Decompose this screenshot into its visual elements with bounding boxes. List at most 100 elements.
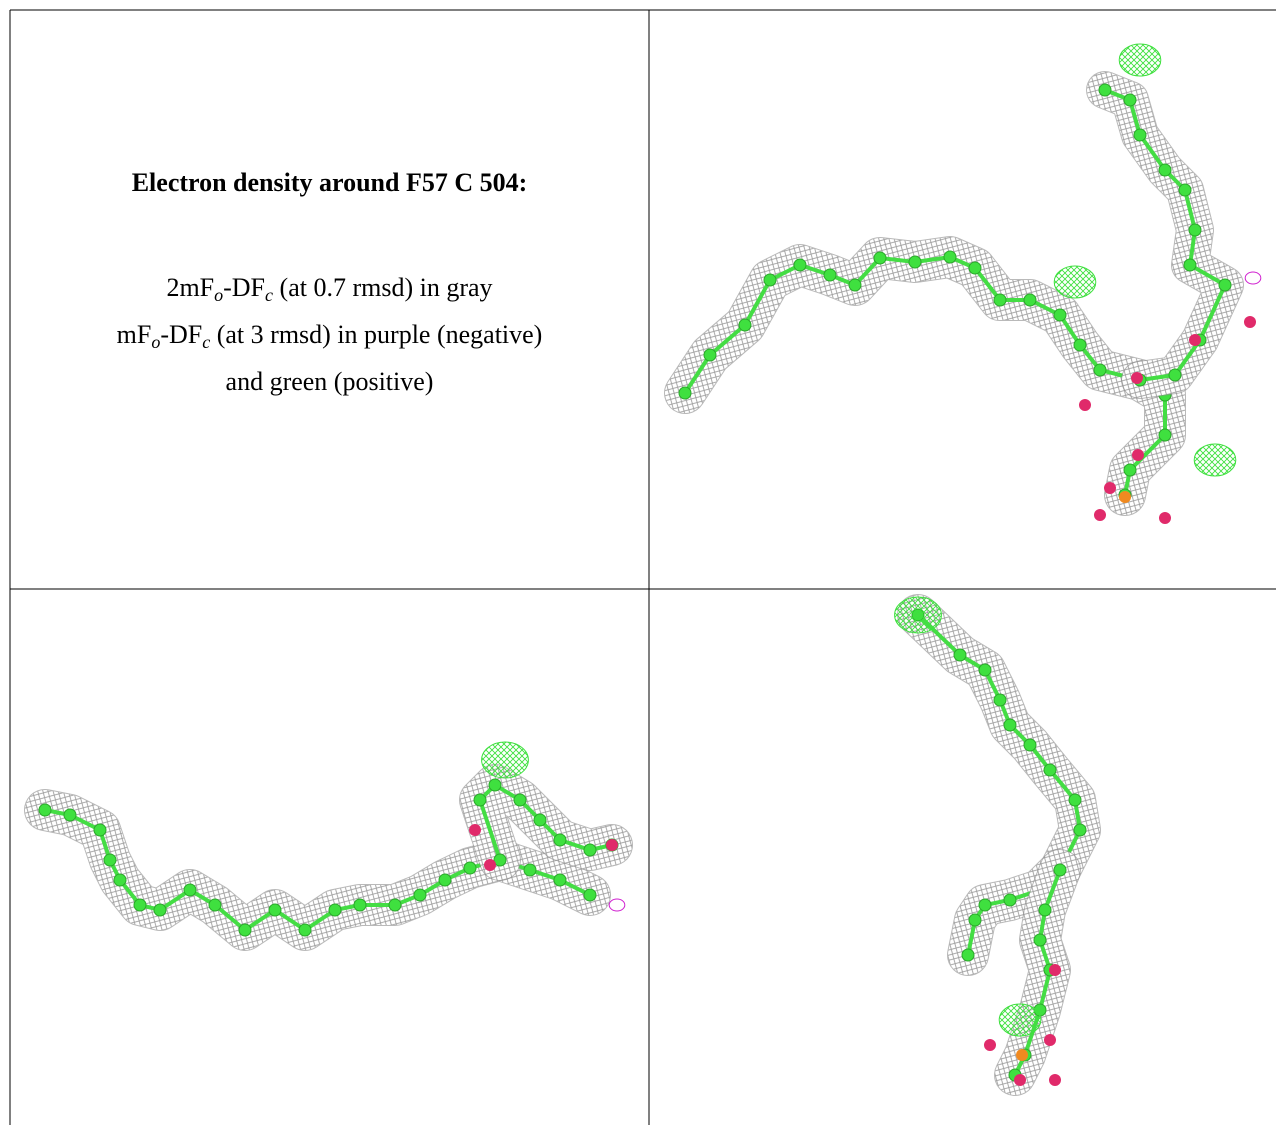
atom (968, 261, 982, 275)
density-mesh (1087, 72, 1243, 398)
atom (943, 250, 957, 264)
caption-text: -DF (223, 273, 266, 302)
atom (1158, 163, 1172, 177)
atom (1073, 338, 1087, 352)
atom (463, 861, 477, 875)
caption-text: -DF (160, 320, 203, 349)
diff-density (1118, 43, 1162, 77)
atom (953, 648, 967, 662)
diff-density (481, 741, 529, 779)
diff-density (998, 1003, 1042, 1037)
atom (1049, 964, 1061, 976)
atom (1178, 183, 1192, 197)
atom (1016, 1049, 1028, 1061)
atom (993, 293, 1007, 307)
caption-text: and green (positive) (225, 367, 434, 396)
atom (1131, 372, 1143, 384)
atom (738, 318, 752, 332)
atom (1053, 308, 1067, 322)
atom (978, 898, 992, 912)
caption-line: mFo-DFc (at 3 rmsd) in purple (negative) (10, 315, 649, 362)
caption-cell: Electron density around F57 C 504: 2mFo-… (10, 10, 649, 589)
atom (1188, 223, 1202, 237)
atom (1218, 278, 1232, 292)
atom (848, 278, 862, 292)
atom (823, 268, 837, 282)
atom (583, 888, 597, 902)
atom (493, 853, 507, 867)
atom (1094, 509, 1106, 521)
atom (208, 898, 222, 912)
atom (473, 793, 487, 807)
atom (1168, 368, 1182, 382)
atom (1003, 718, 1017, 732)
atom (553, 833, 567, 847)
atom (113, 873, 127, 887)
atom (793, 258, 807, 272)
atom (183, 883, 197, 897)
atom (488, 778, 502, 792)
atom (678, 386, 692, 400)
atom (1098, 83, 1112, 97)
atom (583, 843, 597, 857)
atom (873, 251, 887, 265)
atom (238, 923, 252, 937)
atom (153, 903, 167, 917)
atom (1132, 449, 1144, 461)
atom (438, 873, 452, 887)
atom (1189, 334, 1201, 346)
atom (1123, 93, 1137, 107)
atom (1123, 463, 1137, 477)
diff-density (1053, 265, 1097, 299)
caption-text: (at 3 rmsd) in purple (negative) (210, 320, 543, 349)
atom (1038, 903, 1052, 917)
atom (1183, 258, 1197, 272)
caption-text: 2mF (166, 273, 215, 302)
atom (1093, 363, 1107, 377)
diff-density (1193, 443, 1237, 477)
atom (63, 808, 77, 822)
caption-text: mF (116, 320, 152, 349)
atom (606, 839, 618, 851)
diff-density (608, 898, 626, 912)
atom (298, 923, 312, 937)
atom (1053, 863, 1067, 877)
atom (1119, 491, 1131, 503)
caption-text: c (265, 285, 274, 305)
atom (978, 663, 992, 677)
atom (469, 824, 481, 836)
atom (353, 898, 367, 912)
atom (1023, 738, 1037, 752)
caption-line: and green (positive) (10, 362, 649, 401)
atom (1158, 428, 1172, 442)
atom (703, 348, 717, 362)
atom (413, 888, 427, 902)
atom (1033, 933, 1047, 947)
atom (388, 898, 402, 912)
diff-density (894, 596, 942, 634)
atom (513, 793, 527, 807)
atom (1043, 763, 1057, 777)
atom (1049, 1074, 1061, 1086)
atom (1133, 128, 1147, 142)
diff-density (1244, 271, 1262, 285)
caption-text: c (202, 332, 211, 352)
table-borders (9, 9, 1276, 1125)
atom (1159, 512, 1171, 524)
atom (1003, 893, 1017, 907)
caption-text: o (214, 285, 224, 305)
atom (961, 948, 975, 962)
caption-text: o (151, 332, 161, 352)
atom (1104, 482, 1116, 494)
atom (984, 1039, 996, 1051)
atom (1044, 1034, 1056, 1046)
atom (484, 859, 496, 871)
caption-text: (at 0.7 rmsd) in gray (273, 273, 493, 302)
atom (93, 823, 107, 837)
atom (533, 813, 547, 827)
atom (553, 873, 567, 887)
atom (763, 273, 777, 287)
atom (1014, 1074, 1026, 1086)
